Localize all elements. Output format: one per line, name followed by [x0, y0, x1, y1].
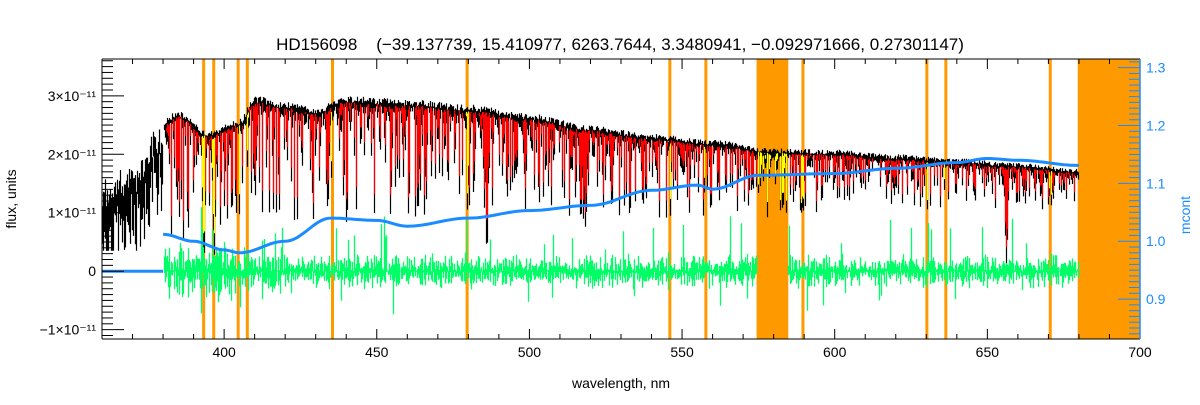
y-tick-label: 2×10⁻¹¹: [48, 146, 97, 162]
x-axis-label: wavelength, nm: [571, 375, 670, 391]
y-axis-label: flux, units: [3, 169, 19, 228]
mask-line: [1048, 59, 1052, 339]
y-tick-label: 0: [88, 263, 96, 279]
x-tick-label: 600: [823, 344, 847, 360]
x-tick-label: 500: [518, 344, 542, 360]
residual-series: [163, 207, 1080, 315]
y-tick-label: 3×10⁻¹¹: [48, 88, 97, 104]
y-tick-label: 1×10⁻¹¹: [48, 205, 97, 221]
axes: 400 450 500 550 600 650 700 −1×10⁻¹¹ 0 1×10⁻¹¹ 2×1…: [40, 58, 1166, 360]
model-flux-series: [165, 102, 1076, 248]
x-tick-label: 400: [212, 344, 236, 360]
x-tick-label: 550: [670, 344, 694, 360]
mask-line: [944, 59, 948, 339]
y-tick-label: −1×10⁻¹¹: [40, 322, 97, 338]
chart-title: HD156098 (−39.137739, 15.410977, 6263.76…: [276, 35, 964, 54]
y2-tick-label: 1.2: [1146, 118, 1166, 134]
mask-regions: [202, 59, 1140, 339]
y2-tick-label: 1.3: [1146, 60, 1166, 76]
x-tick-label: 450: [365, 344, 389, 360]
x-tick-label: 650: [976, 344, 1000, 360]
mcont-series: [163, 157, 1079, 255]
mask-line: [704, 59, 708, 339]
mask-band: [1077, 59, 1140, 339]
y2-axis-label: mcont: [1177, 196, 1193, 234]
mask-line: [330, 59, 334, 339]
mask-line: [236, 59, 240, 339]
x-tick-label: 700: [1128, 344, 1152, 360]
y2-tick-label: 1.0: [1146, 233, 1166, 249]
y2-tick-label: 0.9: [1146, 291, 1166, 307]
mask-line: [245, 59, 249, 339]
mask-line: [668, 59, 672, 339]
y2-tick-label: 1.1: [1146, 175, 1166, 191]
